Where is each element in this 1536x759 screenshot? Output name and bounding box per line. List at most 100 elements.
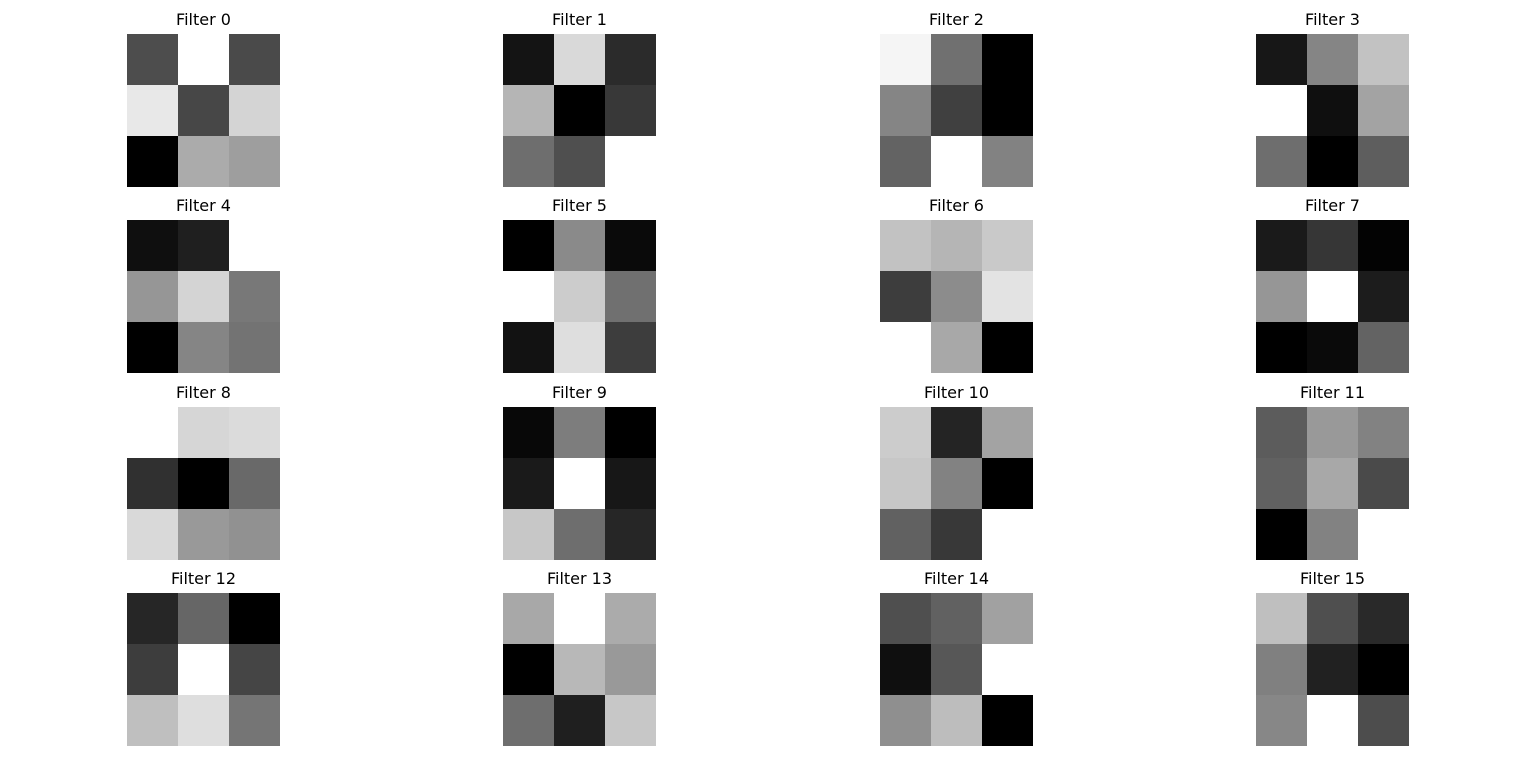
filter-title: Filter 7: [1305, 196, 1360, 215]
heatmap-cell: [1256, 34, 1307, 85]
heatmap-cell: [1307, 220, 1358, 271]
heatmap-cell: [229, 695, 280, 746]
heatmap-cell: [1307, 407, 1358, 458]
heatmap-cell: [605, 85, 656, 136]
heatmap-cell: [554, 407, 605, 458]
heatmap-cell: [229, 34, 280, 85]
heatmap-cell: [1307, 458, 1358, 509]
filter-heatmap: [880, 34, 1033, 187]
heatmap-cell: [503, 644, 554, 695]
filter-heatmap: [880, 220, 1033, 373]
heatmap-cell: [127, 271, 178, 322]
heatmap-cell: [1256, 220, 1307, 271]
heatmap-cell: [605, 644, 656, 695]
heatmap-cell: [178, 695, 229, 746]
heatmap-cell: [880, 136, 931, 187]
heatmap-cell: [554, 136, 605, 187]
heatmap-cell: [127, 458, 178, 509]
heatmap-cell: [880, 271, 931, 322]
heatmap-cell: [229, 407, 280, 458]
heatmap-cell: [127, 509, 178, 560]
filter-title: Filter 0: [176, 10, 231, 29]
heatmap-cell: [1358, 136, 1409, 187]
filter-heatmap: [1256, 593, 1409, 746]
heatmap-cell: [982, 220, 1033, 271]
heatmap-cell: [931, 407, 982, 458]
heatmap-cell: [503, 509, 554, 560]
heatmap-cell: [178, 85, 229, 136]
heatmap-cell: [982, 136, 1033, 187]
heatmap-cell: [554, 322, 605, 373]
filter-heatmap: [503, 407, 656, 560]
filter-title: Filter 12: [170, 569, 237, 588]
heatmap-cell: [229, 271, 280, 322]
heatmap-cell: [503, 271, 554, 322]
heatmap-cell: [178, 593, 229, 644]
heatmap-cell: [1256, 85, 1307, 136]
heatmap-cell: [1256, 644, 1307, 695]
heatmap-cell: [1358, 322, 1409, 373]
heatmap-cell: [982, 271, 1033, 322]
heatmap-cell: [982, 593, 1033, 644]
heatmap-cell: [127, 593, 178, 644]
heatmap-cell: [880, 509, 931, 560]
heatmap-cell: [1358, 509, 1409, 560]
heatmap-cell: [982, 644, 1033, 695]
heatmap-cell: [229, 85, 280, 136]
heatmap-cell: [127, 136, 178, 187]
heatmap-cell: [1307, 271, 1358, 322]
heatmap-cell: [605, 271, 656, 322]
heatmap-cell: [554, 644, 605, 695]
heatmap-cell: [931, 644, 982, 695]
heatmap-cell: [931, 85, 982, 136]
filter-title: Filter 6: [929, 196, 984, 215]
heatmap-cell: [178, 458, 229, 509]
heatmap-cell: [1358, 34, 1409, 85]
heatmap-cell: [931, 322, 982, 373]
filter-title: Filter 8: [176, 383, 231, 402]
heatmap-cell: [931, 509, 982, 560]
heatmap-cell: [229, 136, 280, 187]
filter-title: Filter 15: [1299, 569, 1366, 588]
heatmap-cell: [554, 34, 605, 85]
heatmap-cell: [127, 322, 178, 373]
filter-title: Filter 5: [552, 196, 607, 215]
heatmap-cell: [503, 593, 554, 644]
heatmap-cell: [1307, 644, 1358, 695]
filter-heatmap: [1256, 407, 1409, 560]
heatmap-cell: [1307, 509, 1358, 560]
heatmap-cell: [605, 593, 656, 644]
heatmap-cell: [178, 322, 229, 373]
filter-title: Filter 13: [546, 569, 613, 588]
heatmap-cell: [931, 220, 982, 271]
filter-title: Filter 1: [552, 10, 607, 29]
heatmap-cell: [1358, 458, 1409, 509]
filter-title: Filter 2: [929, 10, 984, 29]
heatmap-cell: [127, 407, 178, 458]
heatmap-cell: [178, 509, 229, 560]
heatmap-cell: [982, 34, 1033, 85]
heatmap-cell: [880, 220, 931, 271]
heatmap-cell: [605, 220, 656, 271]
heatmap-cell: [1256, 271, 1307, 322]
filter-title: Filter 4: [176, 196, 231, 215]
heatmap-cell: [229, 593, 280, 644]
heatmap-cell: [178, 644, 229, 695]
heatmap-cell: [605, 509, 656, 560]
heatmap-cell: [127, 34, 178, 85]
heatmap-cell: [127, 644, 178, 695]
heatmap-cell: [982, 85, 1033, 136]
heatmap-cell: [554, 593, 605, 644]
heatmap-cell: [503, 458, 554, 509]
heatmap-cell: [1307, 34, 1358, 85]
heatmap-cell: [605, 407, 656, 458]
heatmap-cell: [931, 271, 982, 322]
heatmap-cell: [880, 644, 931, 695]
heatmap-cell: [982, 407, 1033, 458]
heatmap-cell: [1358, 271, 1409, 322]
heatmap-cell: [605, 695, 656, 746]
heatmap-cell: [605, 34, 656, 85]
heatmap-cell: [503, 322, 554, 373]
filter-heatmap: [503, 220, 656, 373]
